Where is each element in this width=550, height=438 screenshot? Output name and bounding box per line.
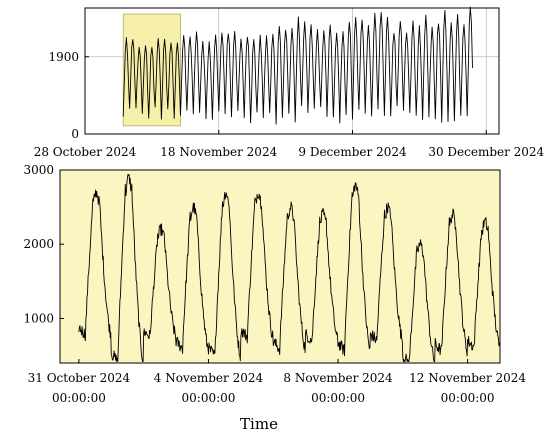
- overview-x-tick-label-1: 18 November 2024: [160, 145, 277, 159]
- overview-x-tick-label-3: 30 December 2024: [428, 145, 544, 159]
- overview-y-ticks: 0 1900: [48, 50, 89, 141]
- overview-x-tick-label-2: 9 December 2024: [298, 145, 407, 159]
- zoom-x-axis-title: Time: [240, 415, 278, 433]
- overview-highlight-box: [122, 13, 181, 127]
- zoom-y-tick-label-0: 1000: [23, 311, 54, 325]
- zoom-x-tick-label-time-3: 00:00:00: [441, 391, 495, 405]
- zoom-x-tick-label-date-0: 31 October 2024: [28, 371, 131, 385]
- zoom-x-tick-label-time-1: 00:00:00: [182, 391, 236, 405]
- zoom-x-ticks: 31 October 2024 00:00:00 4 November 2024 00…: [28, 359, 526, 405]
- zoom-y-tick-label-1: 2000: [23, 237, 54, 251]
- zoom-x-tick-label-date-1: 4 November 2024: [154, 371, 264, 385]
- zoom-series-line: [78, 174, 500, 362]
- zoom-frame: [59, 169, 501, 364]
- zoom-y-tick-label-2: 3000: [23, 163, 54, 177]
- zoom-x-tick-label-time-2: 00:00:00: [311, 391, 365, 405]
- overview-y-tick-label-0: 0: [71, 127, 79, 141]
- overview-x-ticks: 28 October 2024 18 November 2024 9 Decembe…: [34, 130, 545, 159]
- zoom-x-tick-label-date-3: 12 November 2024: [409, 371, 526, 385]
- zoom-chart: 1000 2000 3000 31 October 2024 00:00:00 4 No…: [23, 163, 526, 433]
- overview-x-tick-label-0: 28 October 2024: [34, 145, 137, 159]
- zoom-y-ticks: 1000 2000 3000: [23, 163, 64, 325]
- overview-y-tick-label-1: 1900: [48, 50, 79, 64]
- overview-frame: [84, 7, 500, 135]
- overview-chart: 0 1900 28 October 2024 18 November 2024 9 D…: [34, 6, 545, 159]
- zoom-x-tick-label-date-2: 8 November 2024: [283, 371, 393, 385]
- overview-series-line: [122, 6, 473, 125]
- zoom-x-tick-label-time-0: 00:00:00: [52, 391, 106, 405]
